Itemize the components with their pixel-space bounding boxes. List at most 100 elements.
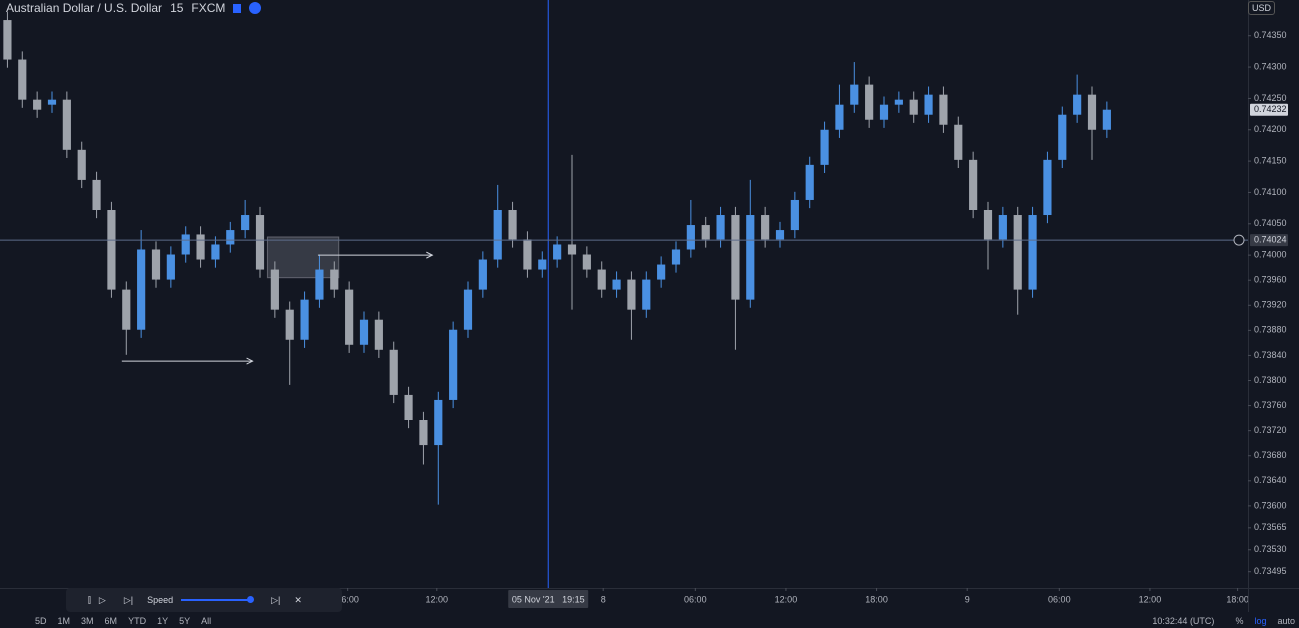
flag-icon[interactable] bbox=[233, 3, 242, 13]
log-toggle[interactable]: log bbox=[1254, 616, 1267, 626]
range-button[interactable]: All bbox=[201, 616, 212, 626]
y-tick-label: 0.73565 bbox=[1254, 522, 1287, 532]
jump-button[interactable]: ⫿ bbox=[88, 594, 91, 605]
y-tick-label: 0.73720 bbox=[1254, 425, 1287, 435]
close-button[interactable]: ✕ bbox=[294, 594, 302, 605]
range-button[interactable]: 3M bbox=[81, 616, 94, 626]
plot bbox=[0, 0, 1248, 588]
speed-slider[interactable] bbox=[181, 596, 255, 603]
candle-body bbox=[850, 84, 859, 105]
x-tick-label: 12:00 bbox=[426, 594, 449, 604]
x-tick-label: 06:00 bbox=[1048, 594, 1071, 604]
last-price-box bbox=[1250, 103, 1288, 116]
candle-body bbox=[627, 279, 636, 310]
candle-body bbox=[642, 279, 651, 310]
candle-body bbox=[92, 179, 101, 210]
candle-body bbox=[478, 259, 487, 290]
candle-body bbox=[196, 234, 205, 260]
candle-body bbox=[939, 94, 948, 125]
interval[interactable]: 15 bbox=[170, 1, 184, 15]
y-tick-label: 0.73960 bbox=[1254, 275, 1287, 285]
y-tick-label: 0.74150 bbox=[1254, 155, 1287, 165]
range-button[interactable]: 1Y bbox=[157, 616, 169, 626]
crosshair-time-box bbox=[508, 590, 589, 608]
candle-body bbox=[107, 210, 116, 290]
currency-button[interactable]: USD bbox=[1247, 1, 1275, 15]
candle-body bbox=[954, 124, 963, 160]
candle-body bbox=[151, 249, 161, 280]
candle-body bbox=[241, 215, 250, 231]
candle-body bbox=[434, 399, 443, 446]
bottom-toolbar: 5D 1M 3M 6M YTD 1Y 5Y All 10:32:44 (UTC) % log … bbox=[0, 614, 1299, 628]
x-tick-label: 18:00 bbox=[1226, 594, 1249, 604]
candle-body bbox=[805, 164, 814, 200]
candle-body bbox=[463, 289, 473, 330]
y-tick-label: 0.74000 bbox=[1254, 250, 1287, 260]
x-tick-label: 18:00 bbox=[865, 594, 888, 604]
percent-toggle[interactable]: % bbox=[1235, 616, 1244, 626]
candle-body bbox=[77, 149, 86, 180]
candle-body bbox=[761, 215, 770, 240]
candle-body bbox=[523, 239, 532, 270]
y-tick-label: 0.74100 bbox=[1254, 187, 1287, 197]
axes: 0.74350 0.74300 0.74250 0.74200 0.74150 0.741… bbox=[336, 30, 1288, 608]
candle-body bbox=[1043, 159, 1052, 216]
replay-icon[interactable] bbox=[249, 2, 262, 14]
x-tick-label: 12:00 bbox=[775, 594, 798, 604]
legend-header: Australian Dollar / U.S. Dollar 15 FXCM bbox=[6, 1, 262, 15]
x-tick-label: 06:00 bbox=[684, 594, 707, 604]
candle-body bbox=[300, 299, 309, 340]
y-tick-label: 0.73920 bbox=[1254, 300, 1287, 310]
crosshair-plus bbox=[1233, 234, 1245, 246]
range-button[interactable]: YTD bbox=[128, 616, 147, 626]
candle-body bbox=[820, 129, 829, 165]
y-tick-label: 0.73800 bbox=[1254, 375, 1287, 385]
candle-body bbox=[894, 99, 903, 105]
candle-body bbox=[567, 244, 577, 255]
candle-body bbox=[330, 269, 339, 290]
candle-body bbox=[731, 215, 740, 300]
last-price-label: 0.74232 bbox=[1254, 104, 1287, 114]
candle-body bbox=[909, 99, 918, 115]
candle-body bbox=[389, 349, 398, 395]
crosshair-time-label: 05 Nov '21 19:15 bbox=[512, 594, 585, 604]
range-button[interactable]: 6M bbox=[104, 616, 118, 626]
play-button[interactable]: ▷ bbox=[98, 594, 106, 605]
candle-body bbox=[1058, 114, 1067, 160]
candle-body bbox=[865, 84, 874, 120]
candle-body bbox=[790, 199, 799, 231]
step-button[interactable]: ▷| bbox=[123, 594, 134, 605]
auto-toggle[interactable]: auto bbox=[1277, 616, 1295, 626]
y-tick-label: 0.73640 bbox=[1254, 475, 1287, 485]
candle-body bbox=[270, 269, 279, 310]
y-tick-label: 0.74300 bbox=[1254, 61, 1287, 71]
candle-body bbox=[998, 215, 1007, 240]
candle-body bbox=[582, 254, 591, 270]
y-tick-label: 0.73760 bbox=[1254, 400, 1287, 410]
plot-area bbox=[0, 0, 1248, 588]
x-tick-label: 12:00 bbox=[1139, 594, 1162, 604]
candle-body bbox=[3, 20, 12, 60]
exchange: FXCM bbox=[191, 1, 226, 15]
symbol: Australian Dollar / U.S. Dollar bbox=[6, 1, 163, 15]
candle-body bbox=[716, 215, 725, 240]
candle-body bbox=[686, 225, 695, 250]
range-button[interactable]: 5Y bbox=[179, 616, 191, 626]
candle-body bbox=[181, 234, 190, 255]
candle-body bbox=[775, 230, 785, 240]
zone-rectangle bbox=[266, 236, 340, 279]
candle-body bbox=[746, 215, 755, 300]
candle-body bbox=[1013, 215, 1022, 290]
forward-button[interactable]: ▷| bbox=[271, 594, 281, 605]
candle-body bbox=[671, 249, 681, 265]
x-tick-label: 8 bbox=[601, 594, 606, 604]
speed-label: Speed bbox=[147, 595, 174, 605]
ray-arrow bbox=[426, 251, 434, 259]
y-tick-label: 0.73840 bbox=[1254, 350, 1287, 360]
range-button[interactable]: 1M bbox=[57, 616, 71, 626]
ray-arrow bbox=[246, 357, 254, 365]
range-button[interactable]: 5D bbox=[35, 616, 47, 626]
y-tick-label: 0.73530 bbox=[1254, 544, 1287, 554]
candle-body bbox=[122, 289, 131, 330]
